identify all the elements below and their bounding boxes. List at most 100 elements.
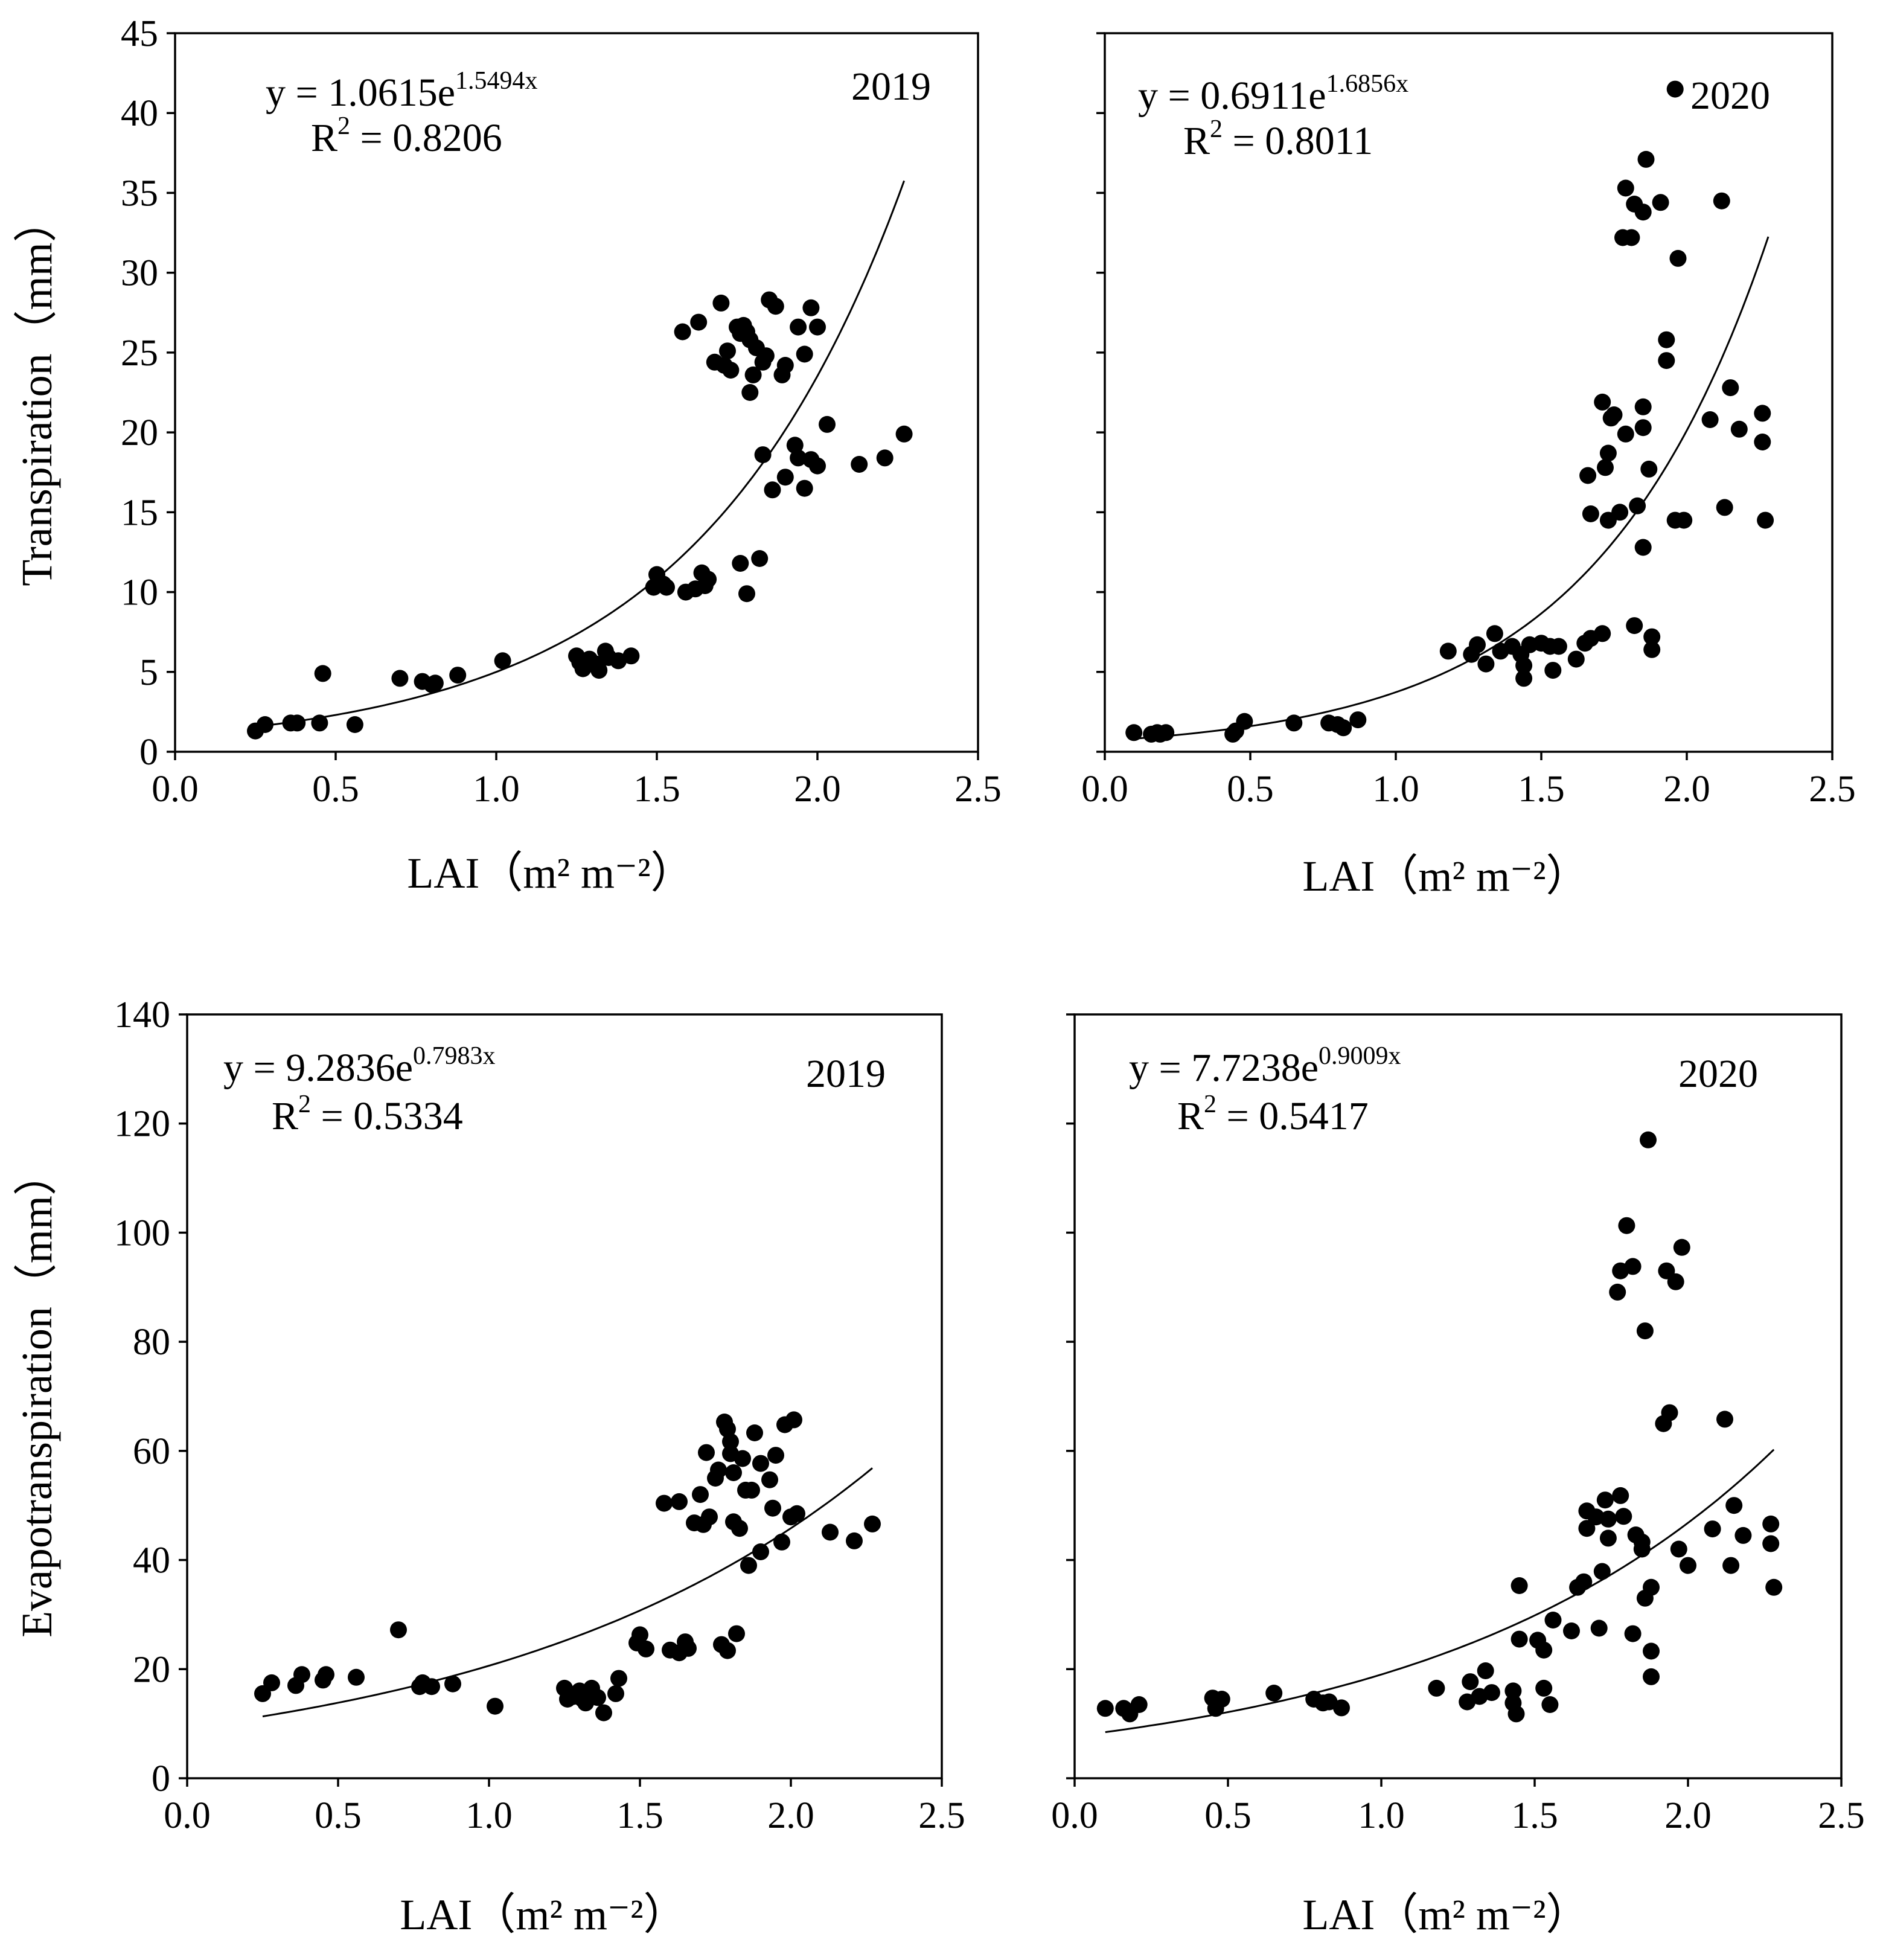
x-tick-label: 2.0 xyxy=(1663,769,1710,810)
data-point xyxy=(1617,179,1634,197)
fit-equation: y = 0.6911e1.6856x xyxy=(1138,70,1408,118)
data-point xyxy=(752,1455,769,1472)
data-point xyxy=(674,323,691,341)
data-point xyxy=(1612,1487,1629,1504)
data-point xyxy=(1593,1563,1611,1580)
y-axis-label: Transpiration（mm） xyxy=(13,199,61,586)
x-tick-label: 0.5 xyxy=(1204,1795,1252,1836)
data-point xyxy=(1265,1685,1283,1702)
plot-frame xyxy=(186,1013,943,1779)
data-point xyxy=(671,1493,688,1510)
data-point xyxy=(1716,499,1733,516)
data-point xyxy=(1636,1322,1654,1340)
data-point xyxy=(1477,655,1495,673)
data-point xyxy=(263,1674,280,1691)
y-tick-label: 40 xyxy=(121,93,158,134)
data-point xyxy=(764,481,781,499)
data-point xyxy=(725,1464,742,1481)
y-axis-label: Evapotranspiration（mm） xyxy=(13,1152,61,1638)
x-tick-label: 1.5 xyxy=(1511,1795,1558,1836)
x-tick-label: 2.5 xyxy=(918,1795,965,1836)
y-tick-label: 45 xyxy=(121,13,158,54)
data-point xyxy=(846,1532,863,1549)
data-point xyxy=(876,449,894,467)
data-point xyxy=(1596,1491,1614,1509)
data-point xyxy=(712,294,730,312)
data-point xyxy=(741,384,759,401)
data-point xyxy=(710,1461,727,1479)
r-squared: R2 = 0.8206 xyxy=(311,112,502,160)
year-label: 2019 xyxy=(806,1052,886,1096)
x-axis-label: LAI（m² m⁻²） xyxy=(1302,852,1589,900)
x-tick-label: 0.5 xyxy=(1227,769,1274,810)
data-point xyxy=(1626,617,1643,635)
data-point xyxy=(1618,1217,1635,1234)
data-point xyxy=(1633,1540,1651,1558)
data-point xyxy=(1213,1691,1230,1708)
x-tick-label: 2.5 xyxy=(1809,769,1856,810)
data-point xyxy=(1640,1131,1657,1148)
x-tick-label: 0.5 xyxy=(315,1795,362,1836)
data-point xyxy=(444,1675,461,1693)
data-point xyxy=(1439,642,1457,660)
data-point xyxy=(731,1520,748,1537)
fit-equation: y = 1.0615e1.5494x xyxy=(266,67,538,115)
data-point xyxy=(734,1450,751,1467)
fit-equation: y = 7.7238e0.9009x xyxy=(1129,1042,1401,1090)
data-point xyxy=(796,479,813,497)
year-label: 2019 xyxy=(851,65,931,109)
data-point xyxy=(289,714,306,732)
data-point xyxy=(1643,1578,1660,1596)
data-point xyxy=(1637,150,1655,168)
y-tick-label: 40 xyxy=(133,1540,170,1581)
data-point xyxy=(802,299,820,316)
data-point xyxy=(1125,724,1143,741)
data-point xyxy=(757,347,775,365)
y-tick-label: 20 xyxy=(121,412,158,453)
data-point xyxy=(764,1499,781,1517)
data-point xyxy=(790,449,807,467)
data-point xyxy=(1640,460,1658,478)
data-point xyxy=(1544,662,1562,679)
data-point xyxy=(1507,1705,1525,1723)
data-point xyxy=(773,1533,790,1551)
x-tick-label: 2.5 xyxy=(954,769,1002,810)
data-point xyxy=(1515,657,1533,674)
data-point xyxy=(1716,1411,1733,1428)
data-point xyxy=(1567,650,1585,668)
x-tick-label: 0.5 xyxy=(312,769,359,810)
x-tick-label: 0.0 xyxy=(152,769,199,810)
data-point xyxy=(822,1523,839,1541)
data-point xyxy=(1661,1404,1678,1421)
data-point xyxy=(751,550,769,567)
data-point xyxy=(1722,1557,1740,1574)
x-tick-label: 2.0 xyxy=(767,1795,814,1836)
fit-equation: y = 9.2836e0.7983x xyxy=(223,1042,496,1090)
data-point xyxy=(1333,1699,1350,1717)
data-point xyxy=(744,366,762,383)
data-point xyxy=(1754,405,1771,422)
data-point xyxy=(732,555,749,572)
x-tick-label: 2.0 xyxy=(794,769,841,810)
data-point xyxy=(1701,411,1719,428)
data-point xyxy=(809,457,826,475)
x-tick-label: 1.0 xyxy=(465,1795,513,1836)
data-point xyxy=(895,425,913,443)
y-tick-label: 15 xyxy=(121,492,158,533)
data-point xyxy=(449,667,467,684)
data-point xyxy=(738,585,755,603)
data-point xyxy=(1757,511,1774,529)
y-tick-label: 100 xyxy=(114,1212,170,1254)
data-point xyxy=(1634,398,1652,415)
data-point xyxy=(1675,511,1693,529)
data-point xyxy=(590,662,608,679)
data-point xyxy=(1765,1578,1783,1596)
panel-et2019: 0.0 0.5 1.0 1.5 2.0 2.5 0 20 40 60 80 100 120 140 y = … xyxy=(13,994,965,1939)
data-point xyxy=(1670,1540,1687,1558)
data-point xyxy=(1680,1557,1696,1574)
data-point xyxy=(1462,1673,1479,1691)
data-point xyxy=(776,469,794,486)
data-point xyxy=(819,415,836,433)
data-point xyxy=(314,665,331,682)
